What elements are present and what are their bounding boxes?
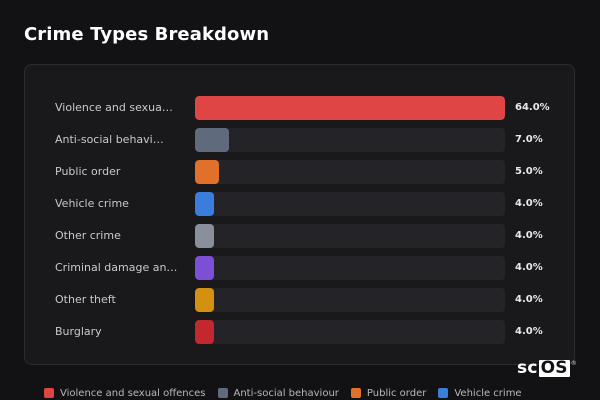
bar-value-label: 4.0%	[515, 198, 543, 209]
legend-item: Violence and sexual offences	[44, 388, 206, 399]
bar-track	[195, 288, 505, 312]
brand-mark: ®	[570, 359, 577, 367]
bar-row: Violence and sexua… 64.0%	[25, 96, 574, 120]
brand-boxed: OS	[538, 357, 570, 378]
bar-label: Burglary	[55, 325, 102, 338]
bar	[195, 320, 215, 344]
legend-label: Violence and sexual offences	[60, 387, 206, 399]
bar-track	[195, 256, 505, 280]
bar-value-label: 5.0%	[515, 166, 543, 177]
bar-label: Other crime	[55, 229, 121, 242]
bar-row: Criminal damage an… 4.0%	[25, 256, 574, 280]
bar	[195, 224, 215, 248]
bar-label: Anti-social behavi…	[55, 133, 164, 146]
legend-item: Public order	[350, 387, 427, 399]
legend-swatch	[217, 388, 228, 398]
bar-label: Public order	[55, 165, 121, 178]
bar	[195, 288, 215, 312]
legend-label: Public order	[366, 387, 427, 399]
brand-prefix: sc	[517, 358, 538, 378]
bar-track	[195, 320, 505, 344]
bar-label: Violence and sexua…	[55, 101, 173, 114]
legend-item: Anti-social behaviour	[217, 387, 339, 399]
bar	[195, 128, 229, 152]
legend-swatch	[350, 388, 361, 398]
bar-row: Vehicle crime 4.0%	[25, 192, 574, 216]
legend-swatch	[438, 388, 449, 398]
bar-value-label: 4.0%	[515, 326, 543, 337]
bar-value-label: 64.0%	[515, 102, 550, 113]
bar-track	[195, 192, 505, 216]
bar-row: Other crime 4.0%	[25, 224, 574, 248]
bar-track	[195, 224, 505, 248]
bar-row: Other theft 4.0%	[25, 288, 574, 312]
bar	[195, 256, 215, 280]
bar-value-label: 4.0%	[515, 230, 543, 241]
bar	[195, 96, 505, 120]
chart-panel: Violence and sexua… 64.0% Anti-social beha…	[24, 64, 575, 365]
brand-logo: sc OS ®	[517, 358, 577, 378]
chart-legend: Violence and sexual offences Anti-social …	[44, 386, 534, 400]
bar-label: Vehicle crime	[55, 197, 129, 210]
bar-row: Burglary 4.0%	[25, 320, 574, 344]
bar	[195, 192, 215, 216]
bar-row: Anti-social behavi… 7.0%	[25, 128, 574, 152]
bar	[195, 160, 220, 184]
bar-value-label: 7.0%	[515, 134, 543, 145]
legend-item: Vehicle crime	[438, 387, 522, 399]
bar-track	[195, 160, 505, 184]
bar-label: Other theft	[55, 293, 116, 306]
legend-swatch	[44, 388, 54, 398]
page-title: Crime Types Breakdown	[24, 24, 270, 45]
bar-value-label: 4.0%	[515, 262, 543, 273]
bar-track	[195, 128, 505, 152]
bar-rows: Violence and sexua… 64.0% Anti-social beha…	[25, 65, 574, 364]
bar-label: Criminal damage an…	[55, 261, 178, 274]
bar-row: Public order 5.0%	[25, 160, 574, 184]
legend-label: Vehicle crime	[454, 387, 522, 399]
bar-value-label: 4.0%	[515, 294, 543, 305]
legend-label: Anti-social behaviour	[233, 387, 339, 399]
bar-track	[195, 96, 505, 120]
